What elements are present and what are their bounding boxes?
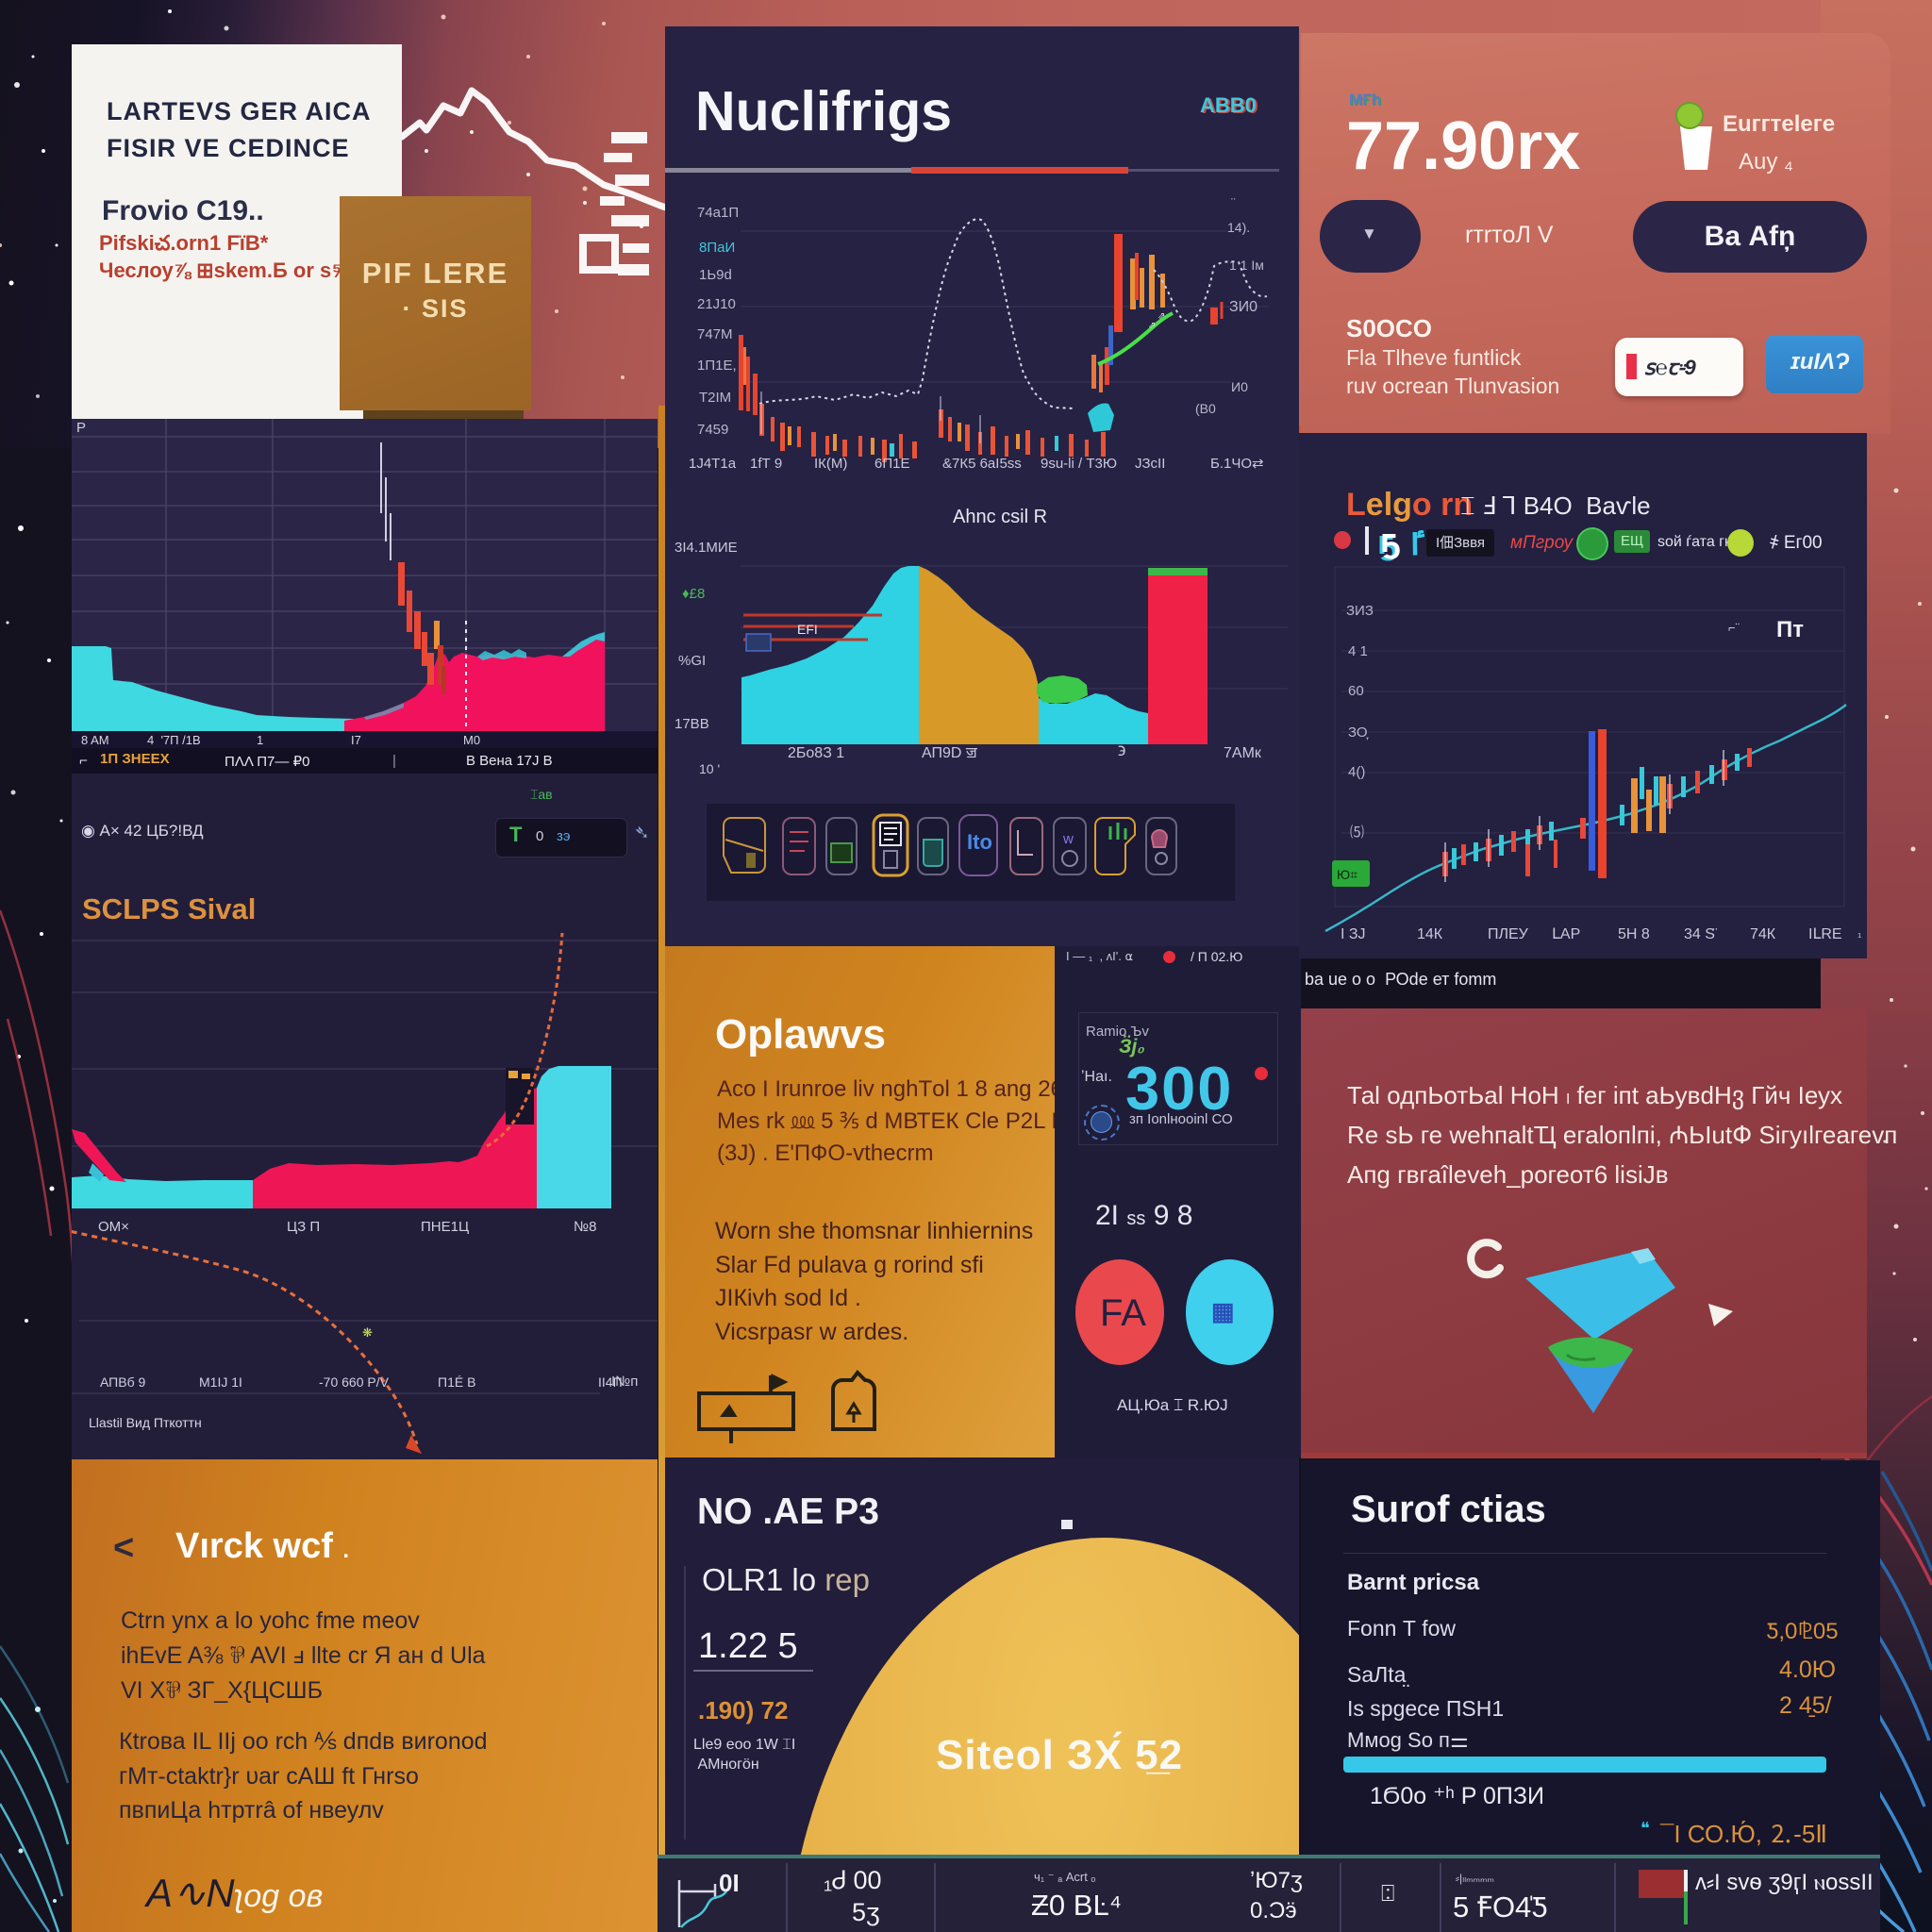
- svg-text:w: w: [1062, 831, 1074, 847]
- svg-text:74а1Π: 74а1Π: [697, 205, 739, 221]
- svg-text:ПНЕ1Ц: ПНЕ1Ц: [421, 1219, 469, 1235]
- svg-text:1fТ 9: 1fТ 9: [750, 456, 782, 472]
- svg-text:№8: №8: [574, 1219, 596, 1235]
- svg-text:⑸: ⑸: [1350, 824, 1364, 841]
- svg-text:АПВб 9: АПВб 9: [100, 1374, 145, 1390]
- svg-text:ЗИ0: ЗИ0: [1229, 299, 1257, 315]
- svg-text:10 ': 10 ': [699, 761, 720, 776]
- svg-text:₁: ₁: [1857, 925, 1862, 940]
- svg-text:1П1Е,: 1П1Е,: [697, 358, 737, 374]
- svg-text:14).: 14).: [1227, 220, 1250, 235]
- svg-text:3I4.1МИЕ: 3I4.1МИЕ: [675, 540, 738, 556]
- svg-text:P: P: [76, 420, 86, 436]
- svg-text:⌐¨: ⌐¨: [1728, 621, 1740, 635]
- svg-text:ЕFI: ЕFI: [797, 622, 818, 637]
- svg-text:АП9D ॼ: АП9D ॼ: [922, 745, 978, 761]
- svg-text:ⅬАР: ⅬАР: [1552, 926, 1580, 942]
- svg-text:М1IJ 1I: М1IJ 1I: [199, 1374, 242, 1390]
- svg-text:❋: ❋: [362, 1325, 373, 1340]
- svg-text:И0: И0: [1231, 379, 1248, 394]
- svg-text:60: 60: [1348, 683, 1364, 699]
- svg-text:8ПаИ: 8ПаИ: [699, 240, 735, 256]
- svg-text:⇗: ⇗: [1148, 321, 1156, 331]
- svg-text:ОМ×: ОМ×: [98, 1219, 129, 1235]
- svg-text:Т2IМ: Т2IМ: [699, 390, 731, 406]
- svg-text:Ю⌗: Ю⌗: [1337, 867, 1357, 882]
- svg-text:5Н 8: 5Н 8: [1618, 926, 1650, 942]
- svg-text:1Ь9d: 1Ь9d: [699, 267, 732, 283]
- svg-text:II4П: II4П: [598, 1374, 623, 1390]
- svg-text:9su-li / Т3Ю: 9su-li / Т3Ю: [1041, 456, 1117, 472]
- svg-text:Б.1ЧО⇄: Б.1ЧО⇄: [1210, 456, 1264, 472]
- svg-text:21Ј10: 21Ј10: [697, 296, 736, 312]
- svg-text:П1É В: П1É В: [438, 1374, 475, 1390]
- svg-text:7АМк: 7АМк: [1224, 745, 1262, 761]
- svg-text:1Ј4Т1а: 1Ј4Т1а: [689, 456, 737, 472]
- svg-text:ЦЗ П: ЦЗ П: [287, 1219, 320, 1235]
- svg-text:7459: 7459: [697, 422, 728, 438]
- svg-text:IК(М): IК(М): [814, 456, 847, 472]
- svg-text:%GI: %GI: [678, 653, 706, 669]
- svg-text:-70 660 Р/V: -70 660 Р/V: [319, 1374, 390, 1390]
- svg-text:4 1: 4 1: [1348, 643, 1368, 659]
- svg-text:2Бо8З 1: 2Бо8З 1: [788, 745, 844, 761]
- svg-text:6П1Е: 6П1Е: [874, 456, 909, 472]
- svg-text:¨: ¨: [1231, 195, 1236, 210]
- svg-text:♦£8: ♦£8: [682, 586, 705, 602]
- svg-text:Пт: Пт: [1776, 617, 1804, 642]
- svg-text:ЈЗсII: ЈЗсII: [1135, 456, 1165, 472]
- svg-text:(В0: (В0: [1195, 401, 1216, 416]
- svg-text:I ЗЈ: I ЗЈ: [1341, 926, 1366, 942]
- svg-text:4(): 4(): [1348, 764, 1365, 780]
- svg-text:ЗО̞: ЗО̞: [1348, 724, 1370, 741]
- svg-text:Llastil Вид Пткоттн: Llastil Вид Пткоттн: [89, 1415, 202, 1430]
- svg-text:14К: 14К: [1417, 926, 1443, 942]
- svg-text:ПЛЕУ: ПЛЕУ: [1488, 926, 1529, 942]
- svg-text:⇗: ⇗: [1158, 311, 1165, 322]
- svg-text:74К: 74К: [1750, 926, 1776, 942]
- svg-text:IⅬRЕ: IⅬRЕ: [1808, 926, 1842, 942]
- svg-text:Ito: Ito: [967, 830, 992, 854]
- svg-text:ЗИЗ: ЗИЗ: [1346, 603, 1374, 619]
- svg-text:747М: 747М: [697, 326, 733, 342]
- svg-text:17ВВ: 17ВВ: [675, 716, 709, 732]
- svg-text:&7К5 6аI5ss: &7К5 6аI5ss: [942, 456, 1022, 472]
- svg-text:϶: ϶: [1118, 741, 1125, 760]
- svg-text:34 Ѕ̈: 34 Ѕ̈: [1684, 926, 1718, 942]
- svg-text:0I: 0I: [719, 1869, 740, 1897]
- svg-text:1 1 Iм: 1 1 Iм: [1229, 258, 1264, 273]
